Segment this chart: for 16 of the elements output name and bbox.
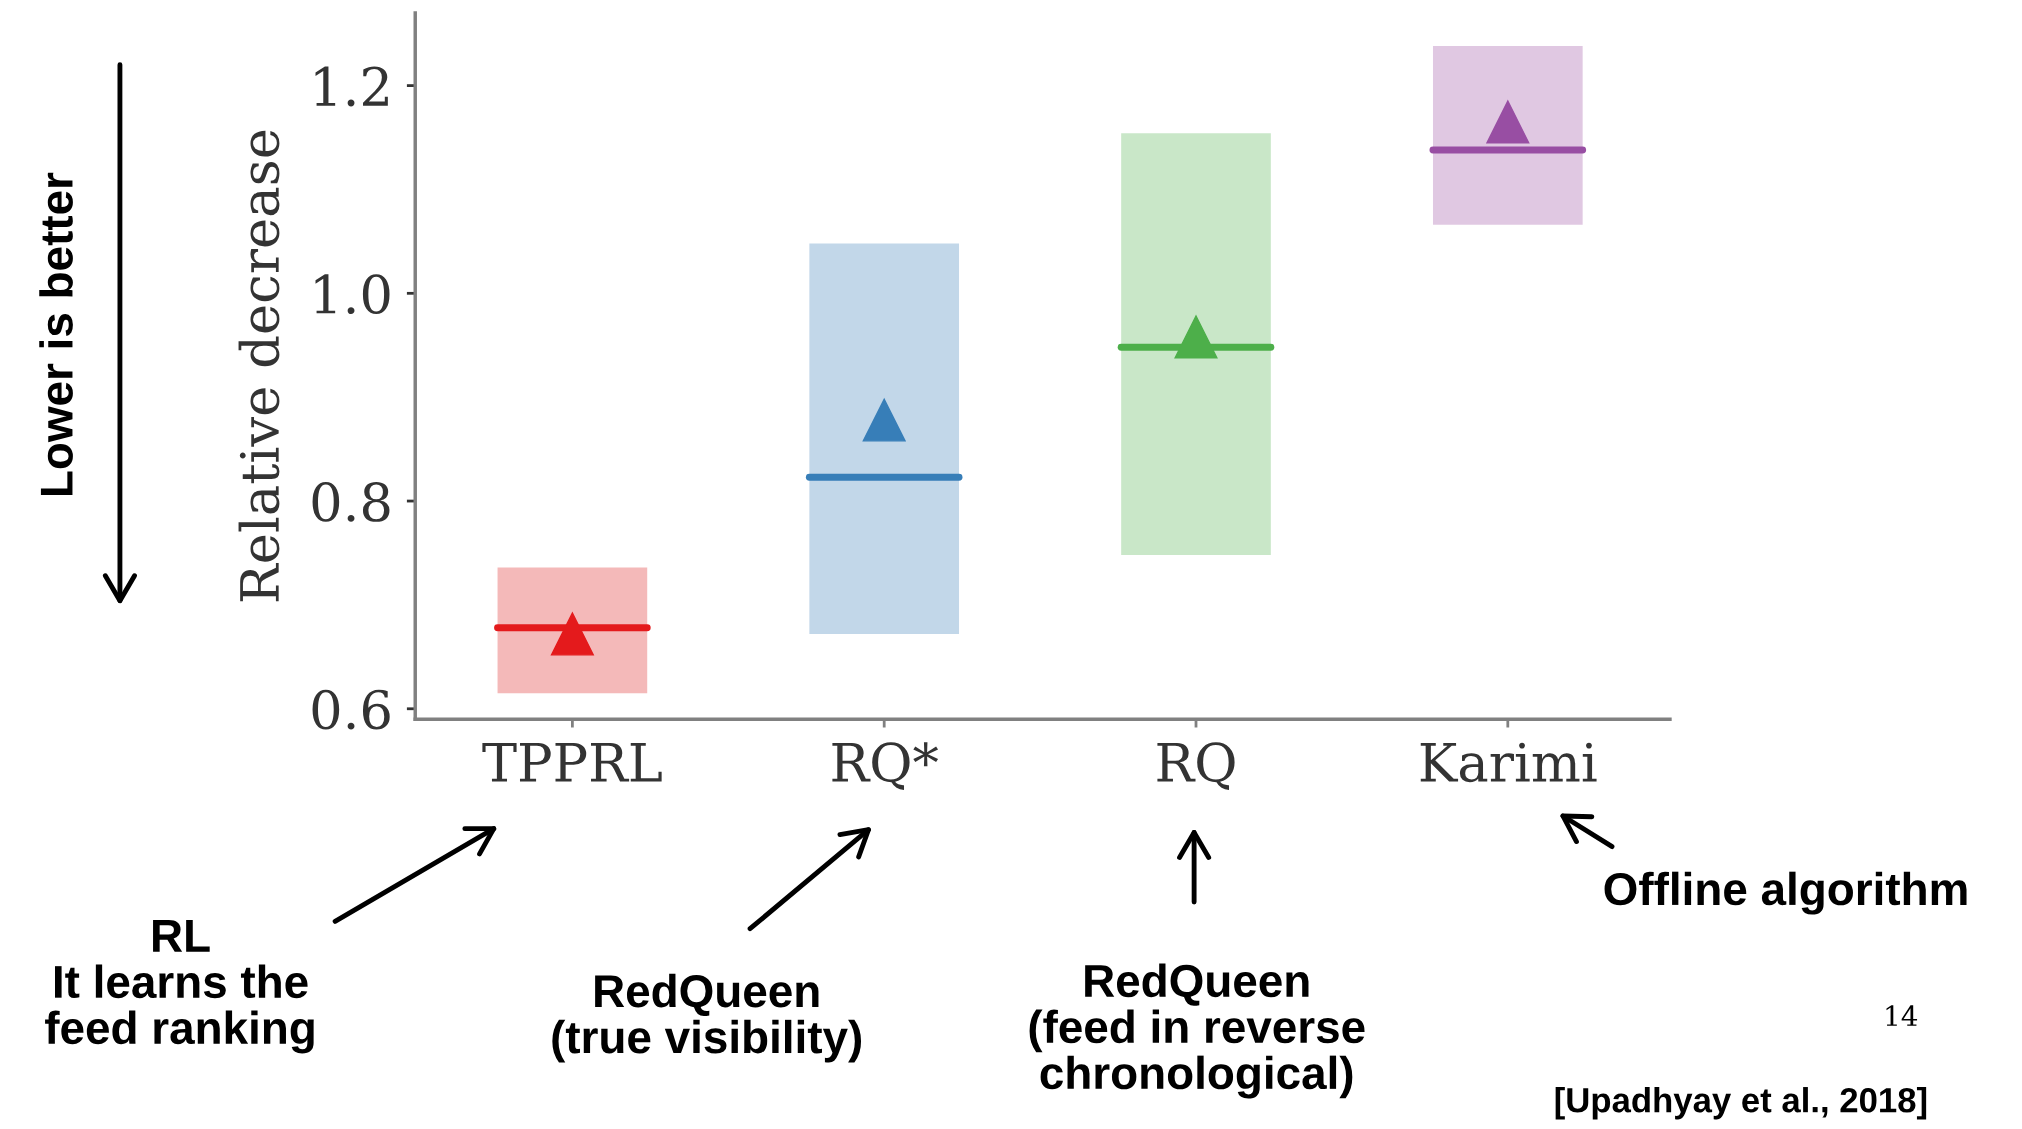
text: [Upadhyay et al., 2018] [1555,1087,1927,1120]
x-tick-label: RQ [1157,742,1235,790]
text: 14 [1886,1005,1918,1026]
text: Offline algorithm [1604,871,1967,915]
y-axis-title: Relative decrease [238,130,280,602]
y-tick-label: 0.6 [312,689,390,730]
x-tick-label: TPPRL [482,743,662,782]
x-tick-label: Karimi [1420,742,1597,783]
x-tick-label: RQ* [832,742,939,790]
text: Lower is better [39,172,73,496]
text: RL It learns the feed ranking [45,920,314,1054]
y-tick-label: 0.8 [312,481,390,522]
y-tick-label: 1.2 [315,66,388,107]
text: RedQueen (feed in reverse chronological) [1029,963,1365,1099]
y-tick-label: 1.0 [315,274,390,315]
text: RedQueen (true visibility) [552,973,862,1063]
